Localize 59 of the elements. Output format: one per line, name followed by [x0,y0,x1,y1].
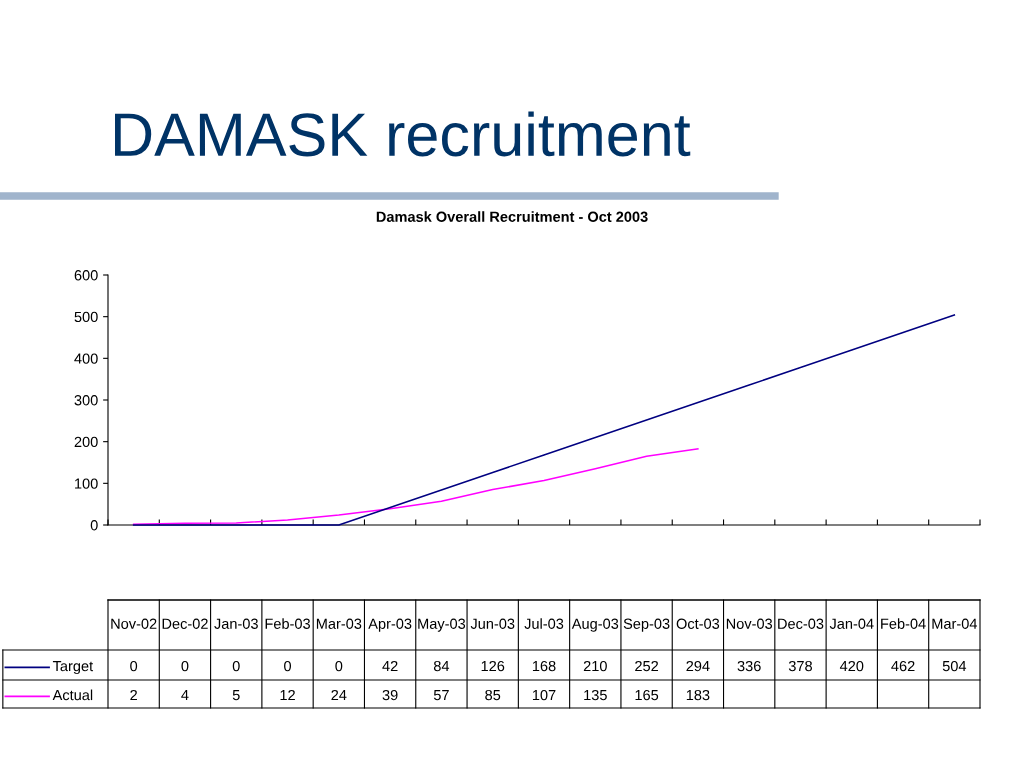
y-tick-label: 500 [74,311,98,323]
data-label: 0 [335,660,343,672]
data-label: 336 [737,660,761,672]
y-tick-label: 100 [75,478,98,489]
data-label: 210 [583,660,607,672]
x-tick-label: Mar-04 [932,618,978,629]
data-label: 57 [433,690,449,701]
x-tick-label: Feb-03 [265,618,310,629]
x-tick-label: Nov-02 [111,618,157,629]
data-label: 2 [130,689,137,701]
data-label: 39 [382,689,398,701]
y-tick-label: 600 [74,270,98,281]
data-label: 462 [891,660,915,672]
data-label: 12 [280,689,295,701]
x-tick-label: Oct-03 [676,618,720,629]
data-label: 84 [433,660,450,672]
data-label: 135 [584,689,607,701]
legend-label: Target [52,661,94,675]
data-label: 378 [788,660,812,672]
y-tick-label: 0 [90,520,98,531]
data-label: 420 [839,660,864,672]
data-label: 165 [635,689,659,701]
x-tick-label: Dec-02 [162,618,208,629]
x-tick-label: Aug-03 [571,618,619,632]
x-tick-label: Nov-03 [726,618,773,629]
data-label: 0 [232,660,240,672]
data-label: 24 [331,689,347,701]
x-tick-label: Sep-03 [623,618,670,632]
data-label: 168 [532,660,556,672]
data-label: 0 [130,660,138,672]
legend-label: Actual [52,689,93,701]
data-label: 183 [686,689,710,701]
data-label: 0 [284,660,292,672]
x-tick-label: Jul-03 [524,618,564,629]
x-tick-label: Apr-03 [368,618,412,632]
data-label: 107 [532,689,556,701]
x-tick-label: Jan-03 [214,618,258,629]
y-tick-label: 200 [74,436,98,448]
x-tick-label: Feb-04 [881,618,926,629]
data-label: 85 [485,689,501,701]
data-label: 294 [686,660,710,672]
data-label: 504 [942,660,967,672]
y-tick-label: 400 [74,353,98,364]
data-label: 4 [181,690,189,701]
chart-title: DAMASK recruitment [115,111,691,157]
x-tick-label: Dec-03 [778,618,824,629]
line-series [132,314,956,526]
x-tick-label: May-03 [418,618,466,632]
data-label: 0 [181,660,189,672]
data-label: 252 [635,660,659,672]
x-tick-label: Jun-03 [470,618,515,629]
data-label: 126 [481,660,505,672]
data-label: 5 [232,690,240,701]
line-series [132,447,699,525]
y-tick-label: 300 [74,395,98,406]
data-label: 42 [382,660,398,672]
x-tick-label: Jan-04 [829,618,874,629]
chart-subtitle: Damask Overall Recruitment - Oct 2003 [376,211,648,222]
x-tick-label: Mar-03 [316,618,362,629]
